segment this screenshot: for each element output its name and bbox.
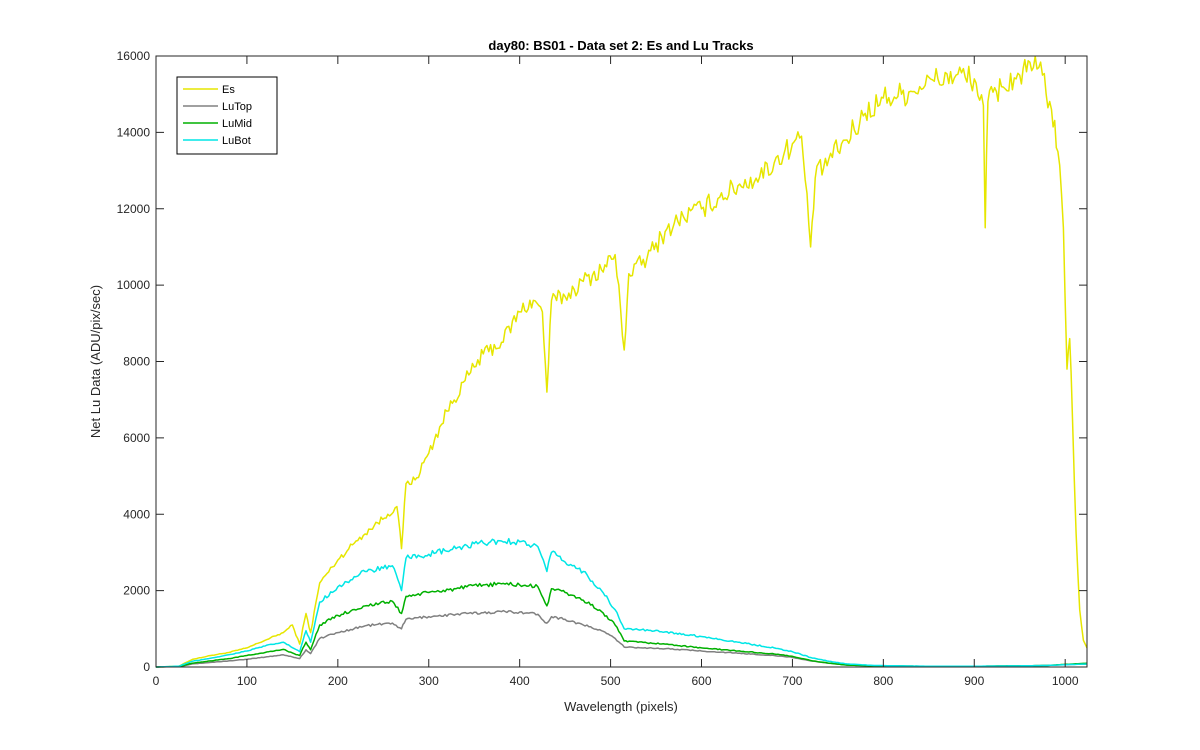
legend-box	[176, 76, 278, 155]
x-tick-label: 100	[237, 674, 257, 688]
x-tick-label: 300	[419, 674, 439, 688]
legend-label-es: Es	[222, 84, 235, 96]
y-tick-label: 6000	[123, 431, 150, 445]
y-tick-label: 14000	[117, 125, 151, 139]
x-tick-label: 800	[873, 674, 893, 688]
y-tick-label: 16000	[117, 49, 151, 63]
series-line-es	[156, 55, 1088, 668]
series-line-lubot	[156, 537, 1088, 668]
y-tick-label: 10000	[117, 278, 151, 292]
y-tick-label: 0	[143, 660, 150, 674]
y-tick-label: 4000	[123, 507, 150, 521]
chart-title: day80: BS01 - Data set 2: Es and Lu Trac…	[488, 38, 753, 53]
x-tick-label: 1000	[1052, 674, 1079, 688]
legend-label-lubot: LuBot	[222, 135, 251, 147]
legend: Es LuTop LuMid LuBot	[176, 76, 278, 155]
axes-layer: 0 100 200 300 400 500 600 700 800 900 100002000400…	[117, 49, 1088, 688]
y-tick-label: 8000	[123, 355, 150, 369]
x-tick-label: 900	[964, 674, 984, 688]
y-axis-label: Net Lu Data (ADU/pix/sec)	[88, 285, 103, 438]
x-tick-label: 500	[601, 674, 621, 688]
x-tick-label: 0	[153, 674, 160, 688]
x-tick-label: 400	[510, 674, 530, 688]
y-tick-label: 12000	[117, 202, 151, 216]
legend-label-lutop: LuTop	[222, 101, 252, 113]
series-layer	[156, 55, 1088, 668]
y-tick-label: 2000	[123, 584, 150, 598]
plot-background	[156, 56, 1087, 667]
legend-label-lumid: LuMid	[222, 118, 252, 130]
x-tick-label: 700	[782, 674, 802, 688]
x-tick-label: 200	[328, 674, 348, 688]
x-tick-label: 600	[691, 674, 711, 688]
x-axis-label: Wavelength (pixels)	[564, 699, 678, 714]
